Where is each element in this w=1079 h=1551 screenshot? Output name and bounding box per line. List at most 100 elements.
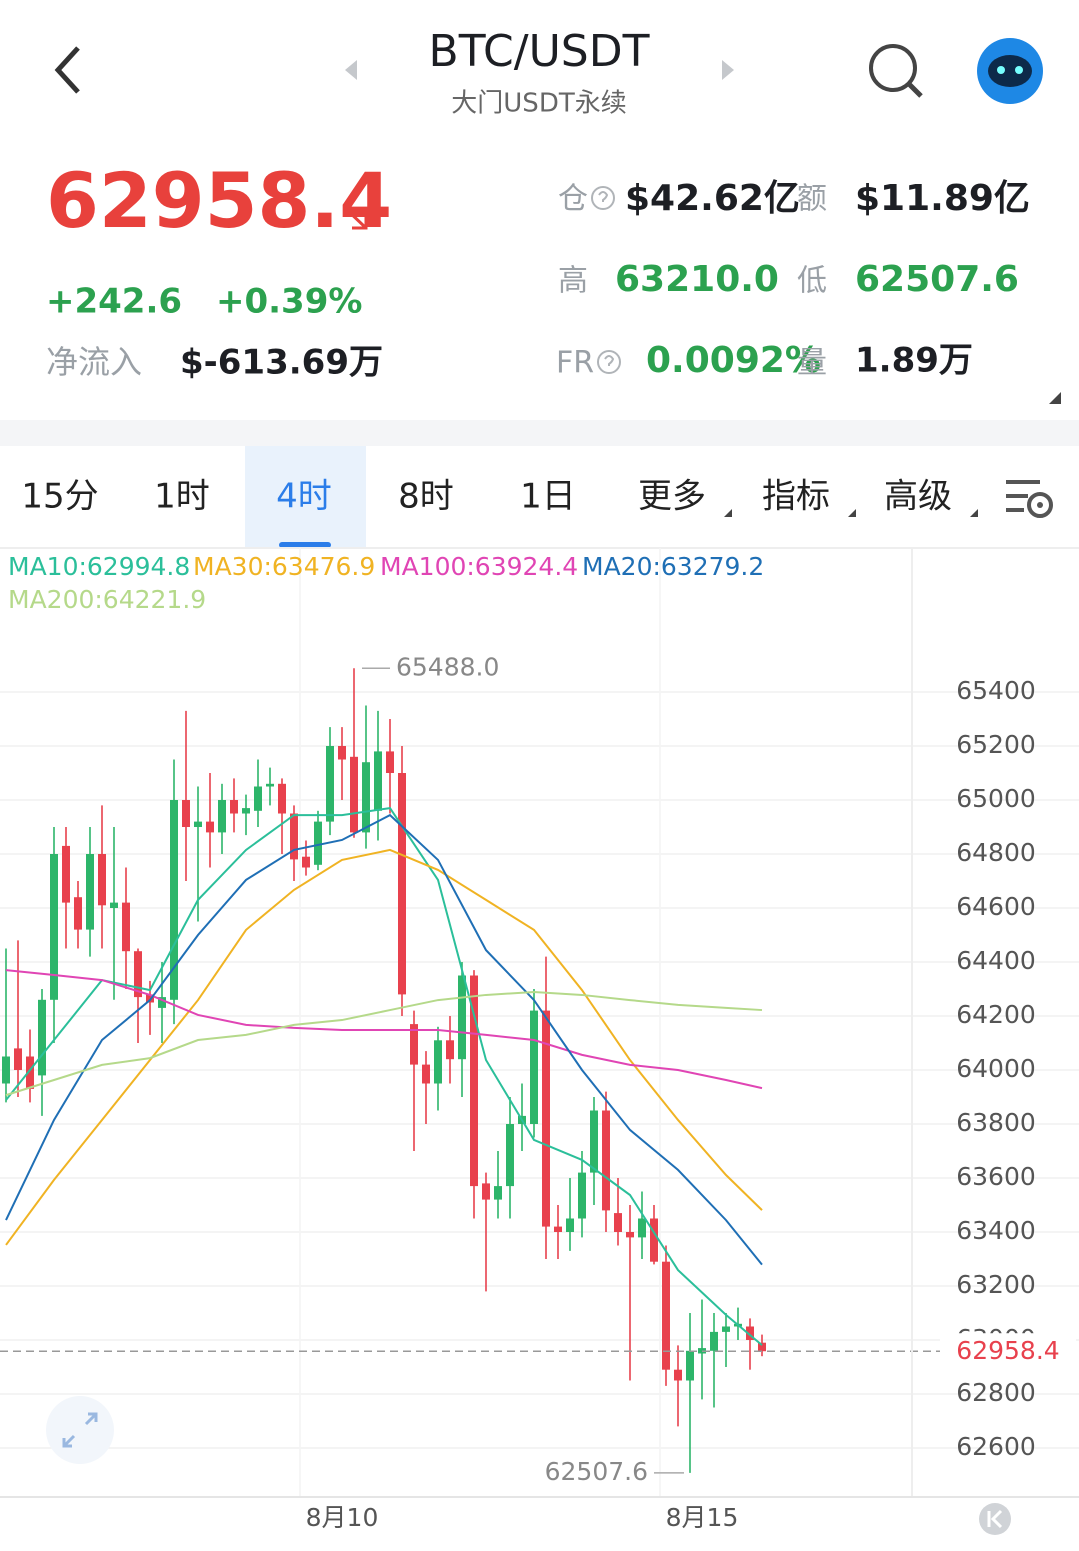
ma-line	[5, 848, 763, 1246]
back-button[interactable]	[54, 46, 80, 94]
tab[interactable]: 15分	[21, 477, 98, 517]
candle-body	[590, 1110, 598, 1173]
candle-body	[314, 821, 322, 865]
candle-body	[14, 1048, 22, 1070]
search-button[interactable]	[869, 44, 923, 98]
candle-body	[578, 1172, 586, 1219]
candle-body	[230, 800, 238, 814]
candle-body	[410, 1024, 418, 1065]
tab[interactable]: 高级	[884, 477, 952, 517]
amount: $11.89亿	[855, 178, 1030, 219]
tab-indicator	[279, 542, 331, 548]
dropdown-caret	[724, 509, 732, 517]
candle-body	[746, 1326, 754, 1340]
candle-body	[86, 854, 94, 930]
candle-body	[134, 951, 142, 998]
avatar[interactable]	[977, 38, 1043, 104]
candle-body	[458, 975, 466, 1060]
volume: 1.89万	[855, 341, 973, 381]
min-marker-label: 62507.6	[545, 1457, 648, 1486]
candle-body	[566, 1218, 574, 1232]
tab[interactable]: 4时	[276, 477, 332, 517]
candle-body	[74, 897, 82, 930]
tab[interactable]: 指标	[762, 477, 830, 517]
candle-body	[386, 751, 394, 774]
candle-body	[194, 821, 202, 828]
expand-corner[interactable]	[1049, 392, 1061, 404]
scroll-latest-button[interactable]	[979, 1503, 1011, 1535]
symbol-subtitle: 大门USDT永续	[451, 89, 626, 119]
candle-body	[182, 800, 190, 828]
last-price: 62958.4	[46, 156, 392, 245]
candle-body	[482, 1183, 490, 1200]
info-icon[interactable]	[597, 350, 621, 374]
candle-body	[662, 1261, 670, 1370]
funding-rate: 0.0092%	[646, 340, 821, 381]
y-tick-label: 65400	[956, 676, 1036, 705]
tab[interactable]: 1时	[154, 477, 210, 517]
candle-body	[2, 1056, 10, 1084]
candle-body	[338, 746, 346, 760]
tab[interactable]: 更多	[638, 477, 706, 517]
candle-body	[374, 751, 382, 811]
tab[interactable]: 8时	[398, 477, 454, 517]
change: +242.6	[46, 282, 182, 322]
separator	[0, 420, 1079, 446]
candle-body	[398, 773, 406, 995]
fullscreen-button[interactable]	[46, 1396, 114, 1464]
ma-line	[5, 969, 763, 1090]
y-tick-label: 65200	[956, 730, 1036, 759]
candle-body	[62, 845, 70, 903]
candle-body	[530, 1010, 538, 1124]
oi: $42.62亿	[625, 178, 800, 219]
candle-body	[554, 1226, 562, 1232]
chart: 6260062800630006320063400636006380064000…	[0, 548, 1079, 1532]
high: 63210.0	[615, 259, 779, 300]
candle-body	[674, 1369, 682, 1381]
ma-line	[5, 807, 763, 1346]
candle-body	[422, 1064, 430, 1084]
settings-button[interactable]	[1006, 480, 1053, 518]
candle-body	[110, 902, 118, 909]
ma-line	[5, 813, 763, 1266]
dropdown-caret	[970, 509, 978, 517]
ma-line	[5, 990, 763, 1097]
candle-body	[638, 1218, 646, 1238]
x-tick-label: 8月10	[306, 1503, 379, 1532]
candle-body	[242, 808, 250, 814]
y-tick-label: 62800	[956, 1378, 1036, 1407]
y-tick-label: 64200	[956, 1000, 1036, 1029]
candle-body	[494, 1186, 502, 1200]
tab[interactable]: 1日	[520, 477, 576, 517]
prev-symbol[interactable]	[345, 60, 357, 80]
candle-body	[38, 999, 46, 1076]
candle-body	[290, 813, 298, 860]
candle-body	[434, 1040, 442, 1084]
change-pct: +0.39%	[216, 282, 362, 322]
candle-body	[506, 1123, 514, 1187]
info-icon[interactable]	[591, 186, 615, 210]
down-arrow	[343, 206, 368, 230]
candle-body	[206, 821, 214, 833]
legend-entry: MA200:64221.9	[8, 585, 206, 614]
candle-body	[278, 783, 286, 814]
y-tick-label: 63600	[956, 1162, 1036, 1191]
candle-body	[470, 975, 478, 1187]
candle-body	[302, 856, 310, 868]
candle-body	[350, 756, 358, 833]
tab-bar: 15分 1时 4时 8时 1日 更多 指标 高级	[21, 446, 978, 548]
inflow-label: 净流入	[46, 343, 142, 381]
inflow: $-613.69万	[180, 343, 383, 383]
candle-body	[266, 783, 274, 787]
y-tick-label: 63200	[956, 1270, 1036, 1299]
y-tick-label: 64400	[956, 946, 1036, 975]
y-tick-label: 64600	[956, 892, 1036, 921]
candle-body	[26, 1056, 34, 1089]
max-marker-label: 65488.0	[396, 652, 499, 681]
fr-label: FR	[556, 346, 594, 381]
candle-body	[614, 1213, 622, 1232]
y-tick-label: 63800	[956, 1108, 1036, 1137]
next-symbol[interactable]	[722, 60, 734, 80]
low-label: 低	[797, 264, 827, 299]
